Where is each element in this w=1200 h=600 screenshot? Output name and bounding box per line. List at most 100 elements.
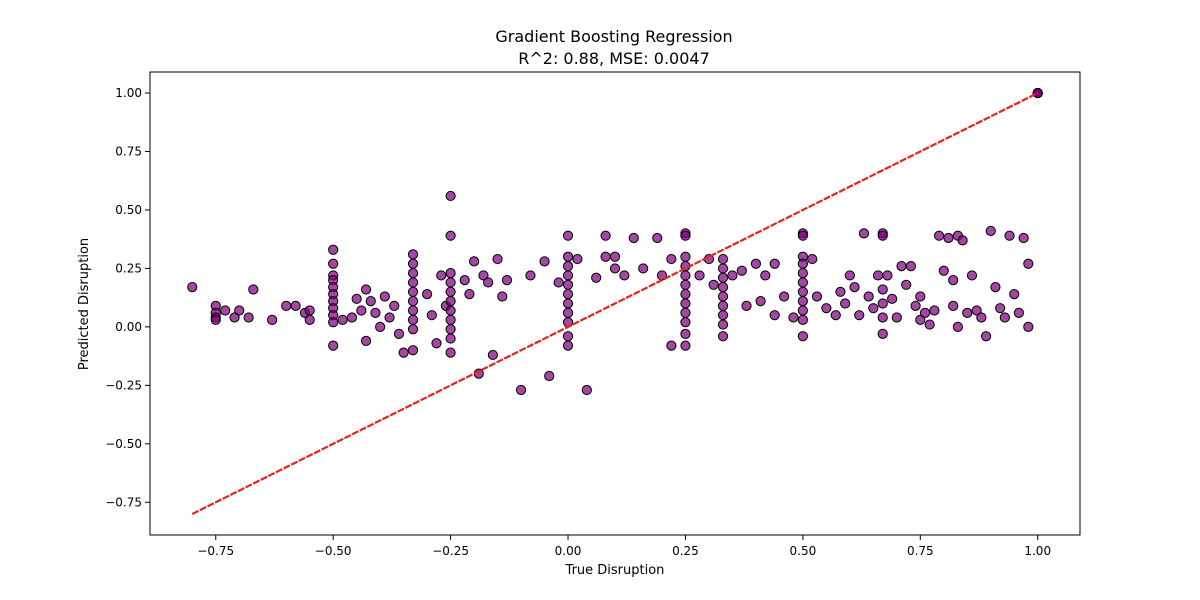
x-tick-label: 0.25 xyxy=(672,544,699,558)
data-point xyxy=(877,328,888,339)
data-point xyxy=(717,300,729,311)
data-point xyxy=(957,235,968,246)
data-point xyxy=(797,277,808,288)
data-point xyxy=(407,249,419,260)
data-point xyxy=(797,314,808,325)
data-point xyxy=(708,279,719,290)
data-point xyxy=(882,270,893,281)
data-point xyxy=(868,303,879,314)
chart-title: Gradient Boosting Regression xyxy=(495,27,732,46)
data-point xyxy=(680,298,691,309)
data-point xyxy=(990,282,1001,293)
data-point xyxy=(863,291,874,302)
data-point xyxy=(985,225,996,237)
data-point xyxy=(717,319,729,330)
data-point xyxy=(854,310,865,321)
x-tick-label: −0.50 xyxy=(315,544,352,558)
data-point xyxy=(835,286,846,297)
data-point xyxy=(872,270,884,281)
data-point xyxy=(187,282,198,293)
data-point xyxy=(445,333,456,344)
data-point xyxy=(680,340,691,351)
data-point xyxy=(948,275,959,286)
data-point xyxy=(915,291,926,302)
data-point xyxy=(445,324,456,335)
y-axis: −0.75 −0.50 −0.25 0.00 0.25 0.50 0.75 1.00 xyxy=(105,86,150,509)
data-point xyxy=(797,305,808,316)
data-point xyxy=(844,270,855,281)
data-point xyxy=(1009,289,1020,300)
data-point xyxy=(375,321,386,332)
data-point xyxy=(717,331,729,342)
data-point xyxy=(591,272,602,283)
data-point xyxy=(553,277,564,288)
data-point xyxy=(515,384,527,396)
data-point xyxy=(398,347,409,358)
data-point xyxy=(680,317,691,328)
y-tick-label: 1.00 xyxy=(115,86,142,100)
x-axis: −0.75 −0.50 −0.25 0.00 0.25 0.50 0.75 1.00 xyxy=(197,535,1051,558)
data-point xyxy=(234,305,245,316)
data-point xyxy=(304,314,315,325)
data-point xyxy=(407,296,419,307)
data-point xyxy=(501,275,513,286)
data-point xyxy=(562,289,574,300)
data-point xyxy=(600,251,611,262)
data-point xyxy=(717,310,729,321)
data-point xyxy=(755,296,766,307)
data-point xyxy=(797,258,808,269)
data-point xyxy=(811,291,823,302)
data-point xyxy=(445,296,456,307)
data-point xyxy=(966,270,978,281)
data-point xyxy=(445,286,456,297)
data-point xyxy=(328,258,339,269)
data-point xyxy=(445,230,456,241)
reference-line-group xyxy=(191,92,1039,515)
data-point xyxy=(426,310,437,321)
data-point xyxy=(229,312,240,323)
data-point xyxy=(778,291,790,302)
data-point xyxy=(337,314,348,325)
data-point xyxy=(393,328,405,339)
data-point xyxy=(666,253,677,265)
x-tick-label: 0.00 xyxy=(555,544,582,558)
data-point xyxy=(924,319,935,330)
data-point xyxy=(431,338,442,349)
data-point xyxy=(384,312,395,323)
data-point xyxy=(220,305,231,316)
reference-line xyxy=(191,92,1039,515)
data-point xyxy=(243,312,254,323)
data-point xyxy=(741,300,752,311)
data-point xyxy=(769,258,780,269)
data-point xyxy=(478,270,489,281)
data-point xyxy=(407,286,419,297)
data-point xyxy=(370,307,381,318)
data-point xyxy=(581,384,592,396)
data-point xyxy=(407,277,419,288)
data-point xyxy=(436,270,447,281)
data-point xyxy=(445,190,456,202)
data-point xyxy=(896,260,907,272)
data-point xyxy=(562,331,574,342)
data-point xyxy=(210,314,221,325)
data-point xyxy=(1023,258,1034,269)
data-point xyxy=(788,312,799,323)
data-point xyxy=(929,305,940,316)
data-point xyxy=(962,307,973,318)
y-tick-label: 0.50 xyxy=(115,203,142,217)
data-point xyxy=(694,270,705,281)
data-point xyxy=(365,296,376,307)
data-point xyxy=(948,300,959,311)
data-point xyxy=(877,284,888,295)
data-point xyxy=(717,282,729,293)
data-point xyxy=(562,298,574,309)
data-point xyxy=(1004,230,1015,241)
x-tick-label: 1.00 xyxy=(1024,544,1051,558)
data-point xyxy=(619,270,630,281)
plot-area-frame xyxy=(149,71,1081,536)
y-tick-label: −0.50 xyxy=(105,437,142,451)
data-point xyxy=(267,314,278,325)
data-point xyxy=(1018,232,1029,244)
y-tick-label: −0.25 xyxy=(105,378,142,392)
data-point xyxy=(248,284,259,295)
